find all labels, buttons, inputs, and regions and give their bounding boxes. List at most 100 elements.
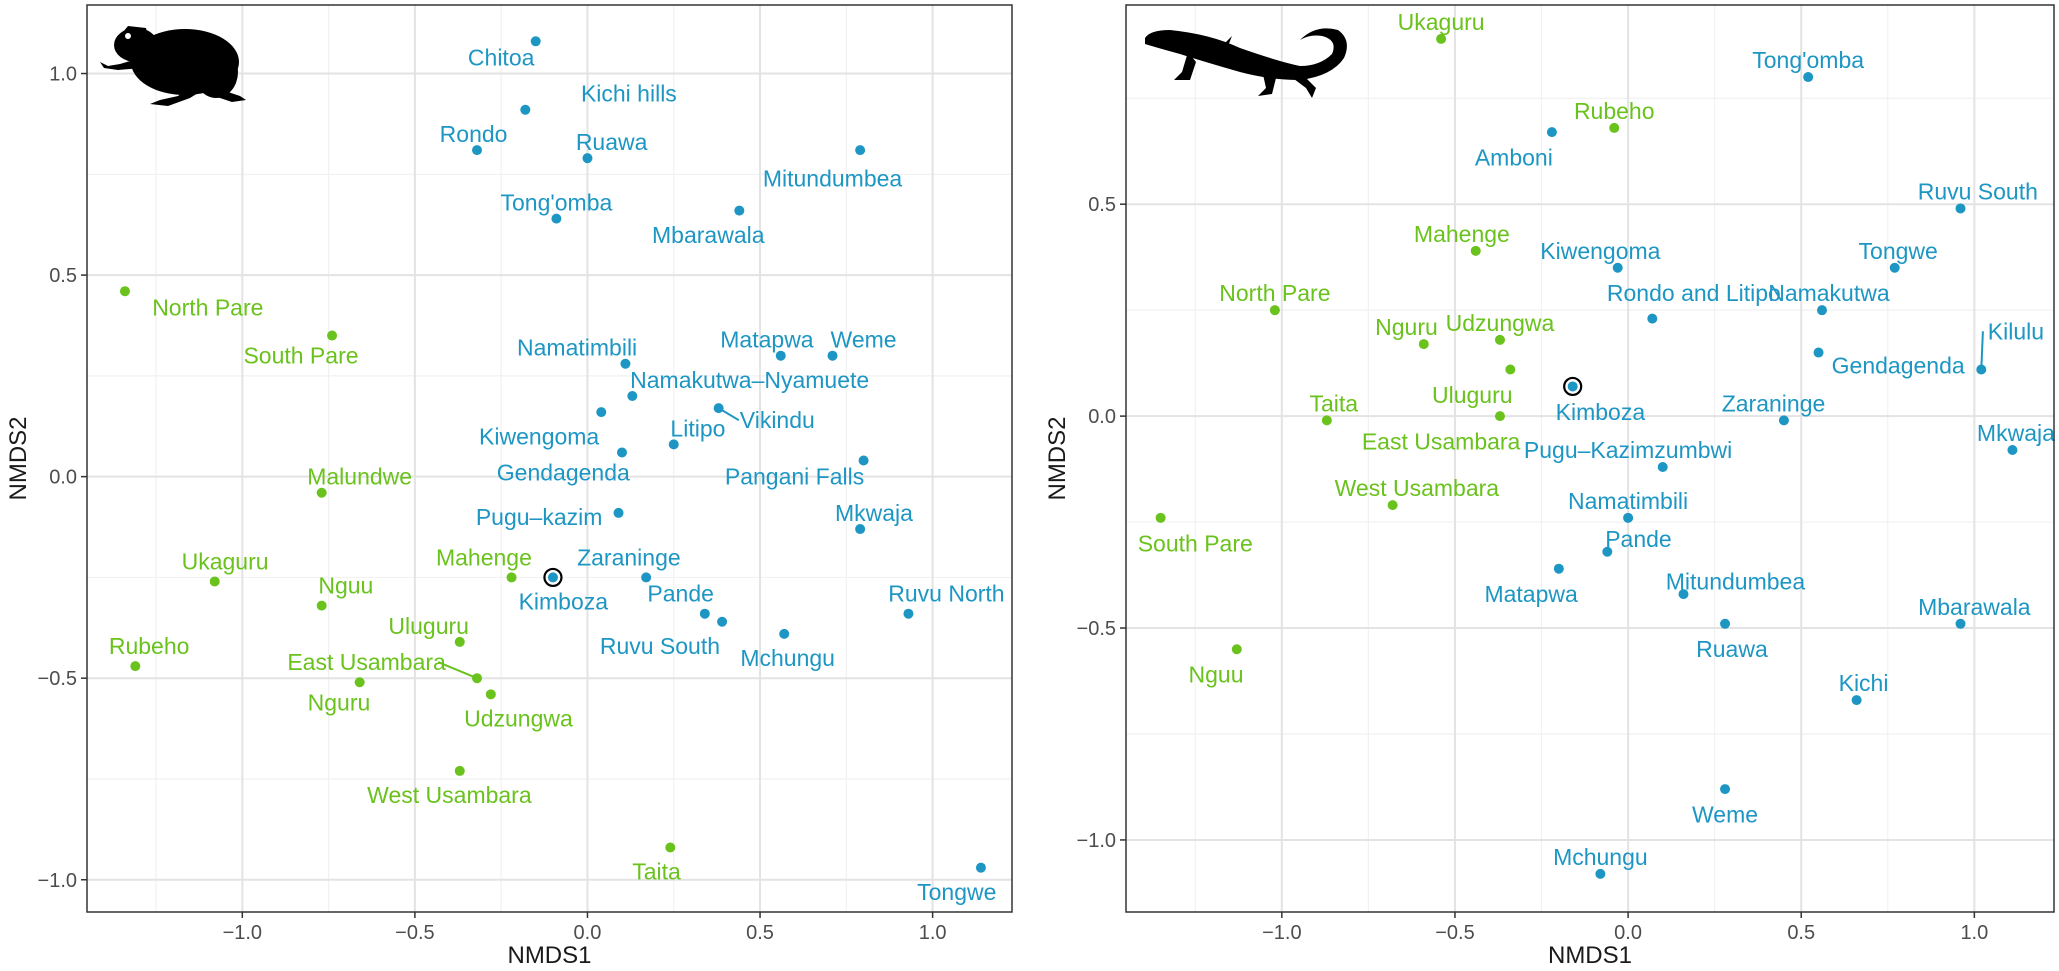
data-point[interactable]	[1817, 305, 1827, 316]
data-point[interactable]	[582, 153, 593, 164]
data-point[interactable]	[1778, 415, 1789, 426]
data-point[interactable]	[616, 447, 627, 458]
point-label: Pande	[1605, 526, 1672, 552]
data-point[interactable]	[627, 391, 638, 402]
x-tick-label: 0.0	[574, 922, 602, 944]
point-label: Udzungwa	[464, 706, 573, 732]
data-point[interactable]	[506, 572, 517, 583]
data-point[interactable]	[613, 507, 624, 518]
data-point[interactable]	[316, 600, 327, 611]
data-point[interactable]	[1595, 868, 1606, 879]
data-point[interactable]	[1851, 695, 1862, 706]
data-point[interactable]	[596, 407, 607, 418]
data-point[interactable]	[1976, 364, 1987, 375]
highlight-ring	[1563, 376, 1583, 397]
data-point[interactable]	[1813, 347, 1824, 358]
highlight-ring	[543, 567, 563, 588]
point-label: Ukaguru	[182, 548, 269, 574]
y-tick-label: 0.5	[1088, 194, 1116, 216]
data-point[interactable]	[713, 403, 724, 414]
data-point[interactable]	[717, 616, 728, 627]
data-point[interactable]	[1269, 305, 1280, 316]
data-point[interactable]	[1720, 784, 1731, 795]
data-point[interactable]	[1155, 512, 1166, 523]
data-point[interactable]	[547, 572, 558, 583]
data-point[interactable]	[734, 205, 745, 216]
data-point[interactable]	[665, 842, 676, 853]
data-point[interactable]	[1955, 203, 1966, 214]
point-label: Kiwengoma	[479, 423, 599, 449]
y-tick-label: −0.5	[38, 668, 77, 690]
data-point[interactable]	[119, 286, 130, 297]
data-point[interactable]	[1623, 512, 1634, 523]
data-point[interactable]	[1955, 618, 1966, 629]
data-point[interactable]	[130, 661, 141, 672]
data-point[interactable]	[1602, 546, 1613, 557]
data-point[interactable]	[1647, 313, 1658, 324]
data-point[interactable]	[1612, 262, 1623, 273]
panel-border	[1125, 4, 2055, 913]
data-point[interactable]	[327, 330, 338, 341]
data-point[interactable]	[1889, 262, 1900, 273]
data-point[interactable]	[354, 677, 365, 688]
panel-1: −1.0 −0.5 0.0 0.5 1.0 −1.0 −0.5 0.0 0.5 1.0 NMDS1 N…	[5, 4, 1013, 969]
data-point[interactable]	[855, 145, 866, 156]
point-label: Kilulu	[1988, 318, 2044, 344]
data-point[interactable]	[1231, 644, 1242, 655]
data-point[interactable]	[1546, 127, 1557, 138]
data-point[interactable]	[1657, 461, 1668, 472]
data-point[interactable]	[472, 673, 483, 684]
point-label: Mbarawala	[1918, 594, 2031, 620]
data-point[interactable]	[668, 439, 679, 450]
data-point[interactable]	[454, 765, 465, 776]
data-point[interactable]	[641, 572, 652, 583]
point-label: Rubeho	[109, 633, 190, 659]
data-point[interactable]	[1321, 415, 1332, 426]
data-point[interactable]	[1470, 245, 1481, 256]
point-label: Weme	[831, 327, 897, 353]
point-label: Amboni	[1475, 145, 1553, 171]
data-point[interactable]	[1387, 500, 1398, 511]
data-point[interactable]	[316, 487, 327, 498]
point-label: Mkwaja	[835, 500, 913, 526]
data-point[interactable]	[1720, 618, 1731, 629]
data-point[interactable]	[485, 689, 496, 700]
data-point[interactable]	[1418, 339, 1429, 350]
data-point[interactable]	[1505, 364, 1516, 375]
x-tick-label: −1.0	[1262, 922, 1301, 944]
data-point[interactable]	[1609, 122, 1620, 133]
data-point[interactable]	[209, 576, 220, 587]
data-point[interactable]	[827, 350, 838, 361]
data-point[interactable]	[1678, 589, 1689, 600]
data-point[interactable]	[1567, 381, 1578, 392]
point-label: Rondo and Litipo	[1607, 280, 1781, 306]
data-point[interactable]	[1494, 411, 1505, 422]
data-point[interactable]	[454, 636, 465, 647]
data-point[interactable]	[2007, 445, 2018, 456]
data-point[interactable]	[903, 608, 914, 619]
data-point[interactable]	[775, 350, 786, 361]
point-label: South Pare	[243, 343, 358, 369]
data-point[interactable]	[858, 455, 869, 466]
point-label: Taita	[632, 859, 681, 885]
x-tick-label: 1.0	[919, 922, 947, 944]
data-point[interactable]	[1494, 334, 1505, 345]
data-point[interactable]	[620, 358, 631, 369]
point-label: Matapwa	[1484, 581, 1578, 607]
data-point[interactable]	[1803, 72, 1814, 83]
panel-border	[86, 4, 1013, 913]
data-point[interactable]	[1553, 563, 1564, 574]
data-point[interactable]	[551, 213, 562, 224]
data-point[interactable]	[472, 145, 483, 156]
data-point[interactable]	[779, 628, 790, 639]
data-point[interactable]	[699, 608, 710, 619]
gecko-icon	[1145, 28, 1347, 98]
data-point[interactable]	[530, 36, 541, 47]
data-point[interactable]	[855, 524, 866, 535]
point-label: Rubeho	[1574, 98, 1655, 124]
point-label: Kimboza	[1556, 399, 1646, 425]
data-point[interactable]	[1436, 33, 1447, 44]
point-label: Mchungu	[740, 645, 835, 671]
data-point[interactable]	[520, 104, 531, 115]
data-point[interactable]	[975, 862, 986, 873]
